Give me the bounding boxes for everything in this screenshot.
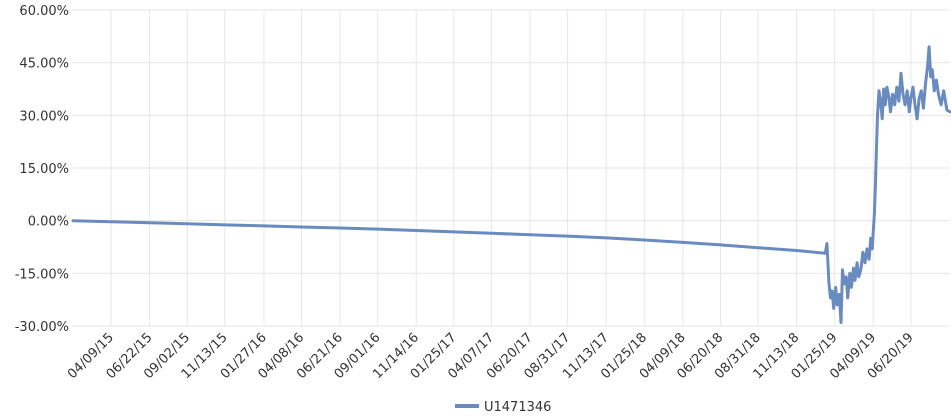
y-tick-label: 30.00% (19, 109, 69, 124)
x-axis-tick-labels: 04/09/1506/22/1509/02/1511/13/1501/27/16… (65, 330, 917, 382)
y-tick-label: 60.00% (19, 4, 69, 19)
y-tick-label: 15.00% (19, 162, 69, 177)
series-line-u1471346[interactable] (71, 45, 951, 324)
y-tick-label: -15.00% (15, 267, 69, 282)
series-lines (71, 45, 951, 324)
y-tick-label: 45.00% (19, 57, 69, 72)
legend[interactable]: U1471346 (455, 400, 551, 415)
legend-label-u1471346: U1471346 (484, 400, 551, 415)
grid-lines (73, 9, 950, 327)
y-axis-tick-labels: -30.00% -15.00% 0.00% 15.00% 30.00% 45.00% 60.… (15, 4, 69, 335)
y-tick-label: 0.00% (28, 215, 69, 230)
y-tick-label: -30.00% (15, 320, 69, 335)
